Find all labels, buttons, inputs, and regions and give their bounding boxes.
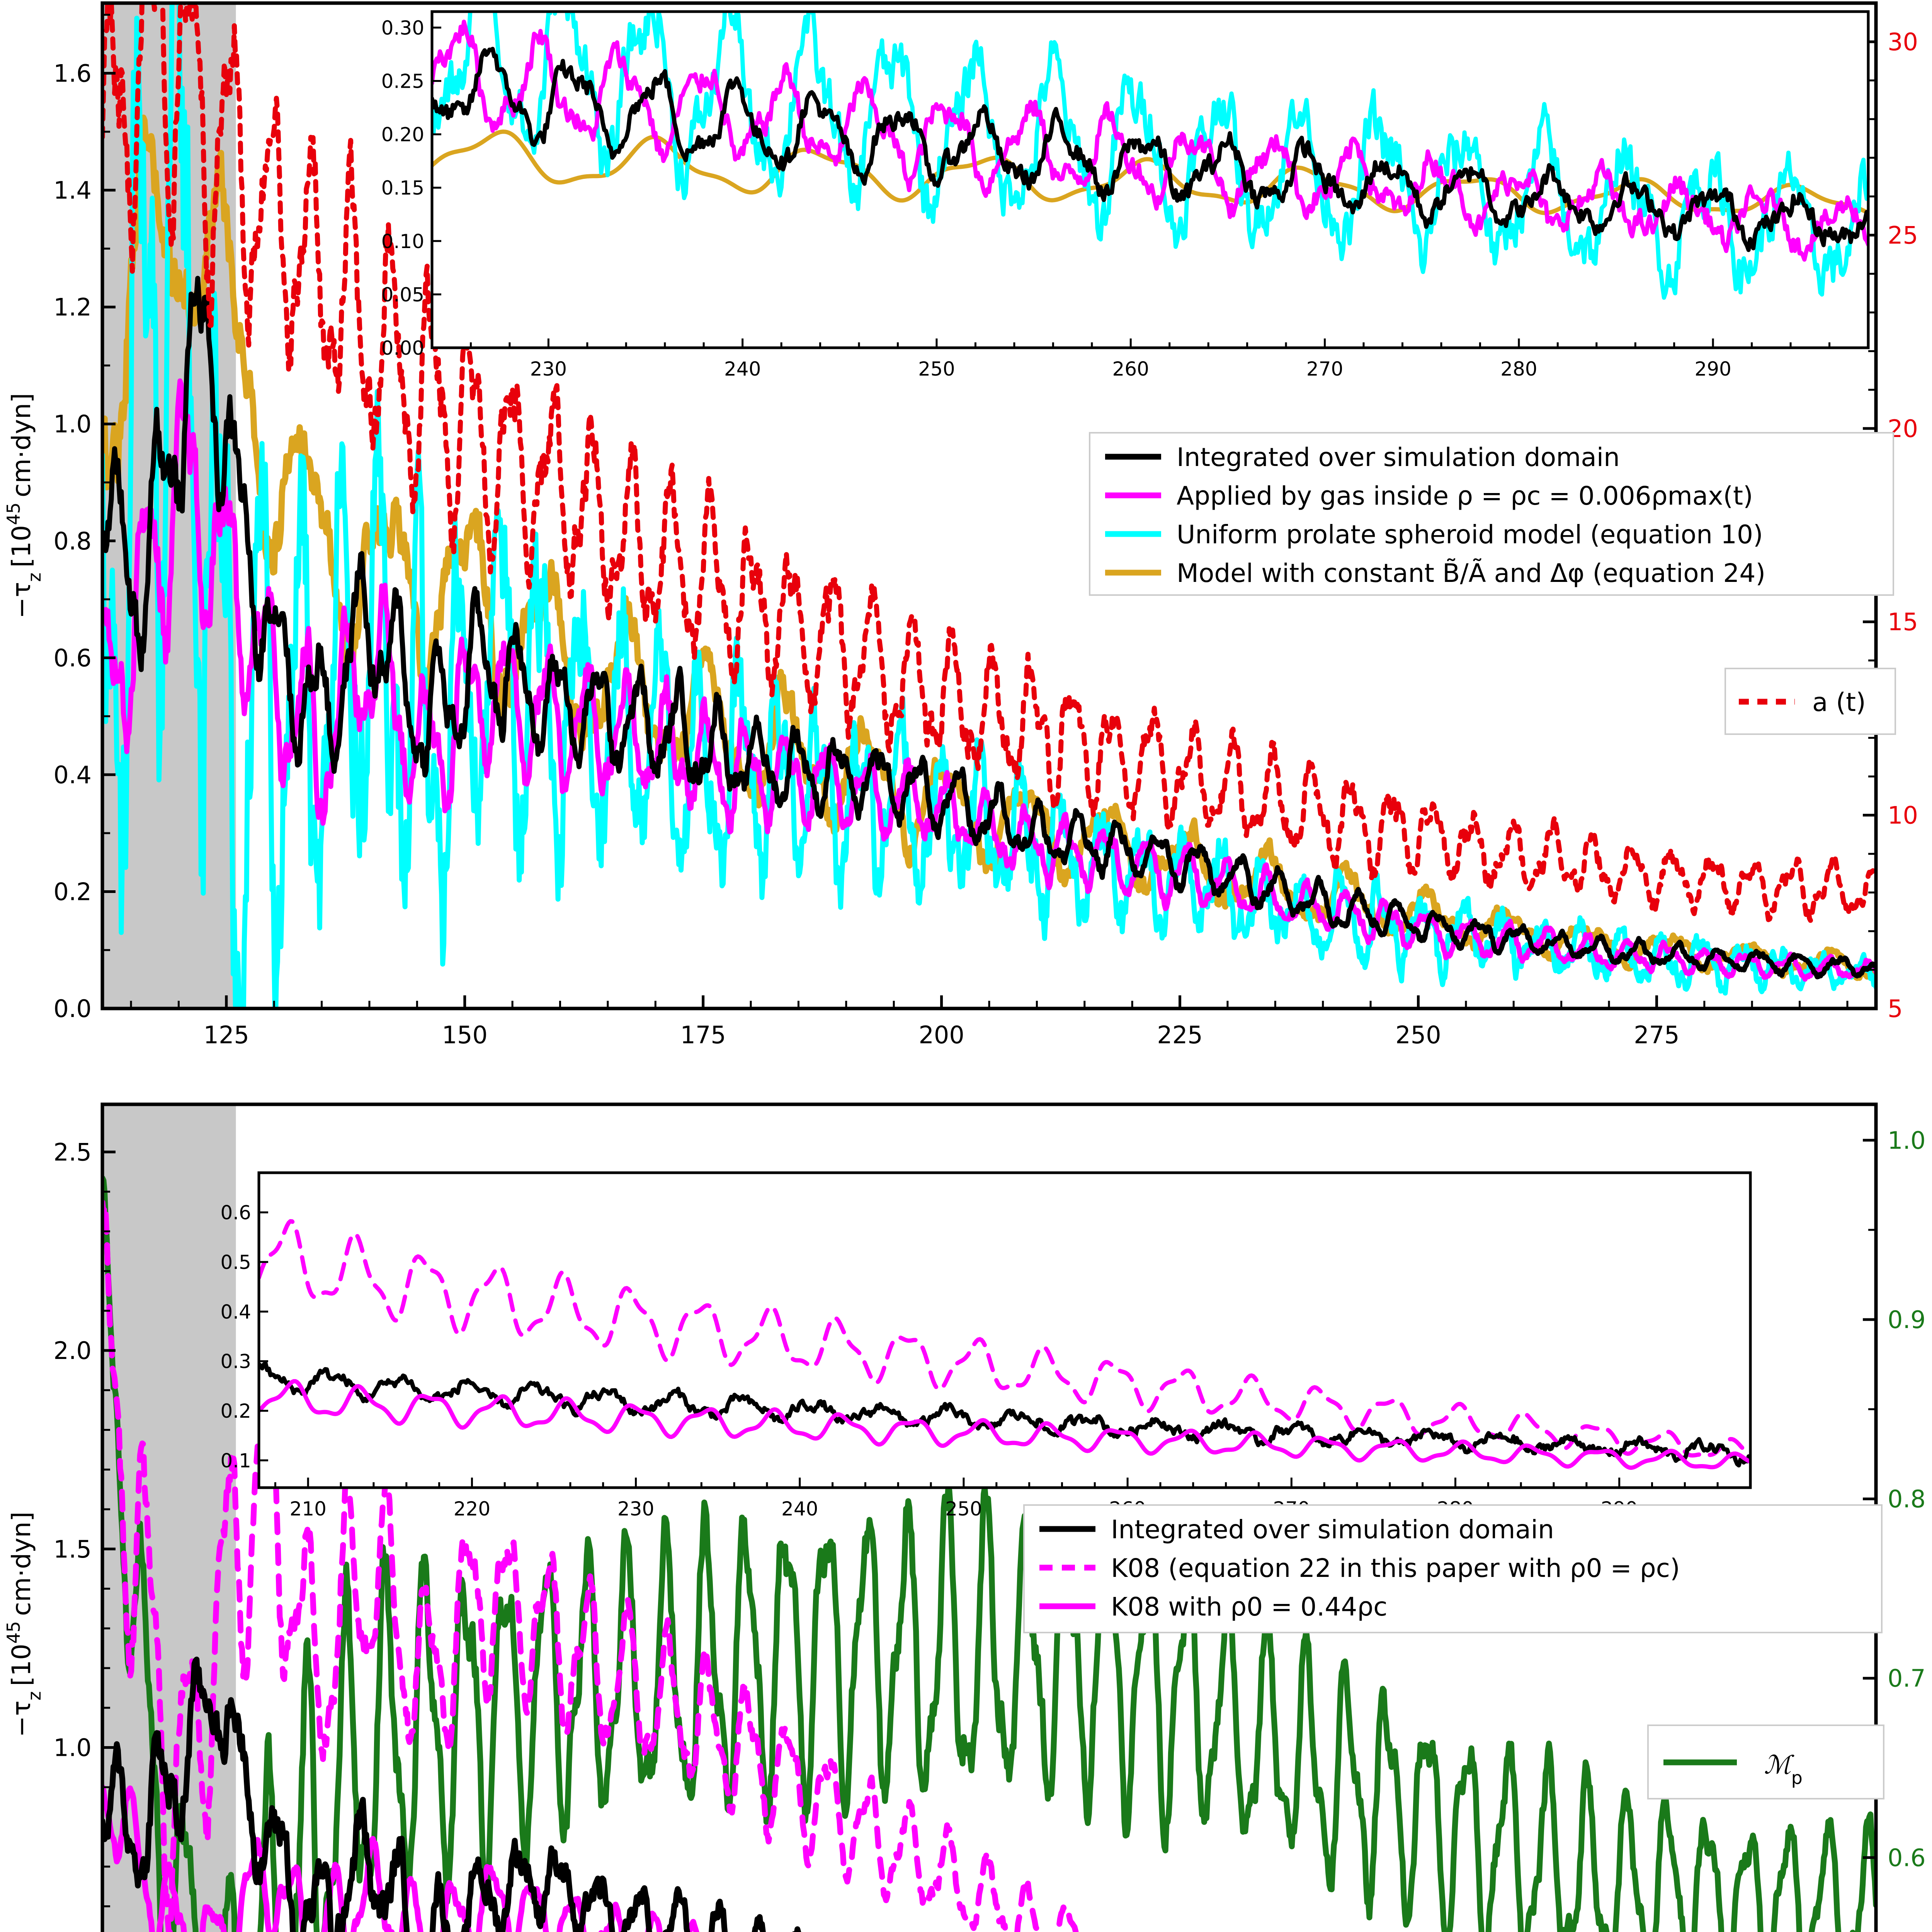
svg-text:175: 175 (680, 1021, 726, 1049)
svg-text:0.8: 0.8 (1888, 1485, 1926, 1513)
inset-frame (430, 10, 1870, 349)
svg-text:220: 220 (454, 1498, 490, 1520)
svg-text:0.0: 0.0 (53, 995, 92, 1023)
svg-text:290: 290 (1694, 358, 1731, 380)
svg-text:0.10: 0.10 (381, 230, 424, 253)
svg-text:0.4: 0.4 (220, 1301, 251, 1323)
curve-integrated-over-simulation-domain (102, 1656, 801, 1932)
svg-text:1.0: 1.0 (1888, 1126, 1926, 1155)
svg-text:240: 240 (781, 1498, 818, 1520)
svg-text:−τz [1045 cm·dyn]: −τz [1045 cm·dyn] (3, 393, 45, 619)
legend-label-0: Integrated over simulation domain (1177, 442, 1620, 472)
svg-text:125: 125 (204, 1021, 249, 1049)
svg-text:230: 230 (617, 1498, 654, 1520)
svg-text:260: 260 (1112, 358, 1149, 380)
inset-curve-magenta (432, 19, 1868, 262)
legend-label-2: K08 with ρ0 = 0.44ρc (1111, 1592, 1388, 1622)
svg-text:1.0: 1.0 (53, 1734, 92, 1762)
y-axis-label-left: −τz [1045 cm·dyn] (3, 1512, 45, 1737)
svg-text:0.9: 0.9 (1888, 1306, 1926, 1334)
svg-text:1.6: 1.6 (53, 60, 92, 88)
svg-text:0.2: 0.2 (220, 1400, 251, 1422)
legend-label-2: Uniform prolate spheroid model (equation… (1177, 520, 1763, 549)
svg-text:0.6: 0.6 (1888, 1844, 1926, 1872)
svg-text:2.0: 2.0 (53, 1337, 92, 1365)
svg-text:0.7: 0.7 (1888, 1664, 1926, 1692)
svg-text:270: 270 (1306, 358, 1343, 380)
svg-text:15: 15 (1888, 608, 1918, 636)
svg-text:0.5: 0.5 (220, 1251, 251, 1274)
svg-text:5: 5 (1888, 995, 1903, 1023)
legend-label-1: Applied by gas inside ρ = ρc = 0.006ρmax… (1177, 481, 1753, 511)
svg-text:1.0: 1.0 (53, 410, 92, 438)
svg-text:0.8: 0.8 (53, 527, 92, 555)
svg-text:250: 250 (945, 1498, 982, 1520)
inset-bg (432, 12, 1868, 348)
svg-text:150: 150 (442, 1021, 488, 1049)
svg-text:250: 250 (918, 358, 955, 380)
legend-label-1: K08 (equation 22 in this paper with ρ0 =… (1111, 1553, 1680, 1583)
curve-m-p (102, 1175, 1876, 1932)
svg-text:280: 280 (1500, 358, 1537, 380)
svg-text:2.5: 2.5 (53, 1138, 92, 1166)
svg-text:1.5: 1.5 (53, 1535, 92, 1563)
svg-text:−τz [1045 cm·dyn]: −τz [1045 cm·dyn] (3, 1512, 45, 1737)
legend-label-0: Integrated over simulation domain (1111, 1515, 1554, 1544)
svg-text:0.4: 0.4 (53, 761, 92, 789)
legend-box-at (1725, 668, 1896, 735)
curve-e8000b (102, 3, 1876, 923)
bottom-panel-svg: 0.51.01.52.02.50.50.60.70.80.91.01251501… (3, 1102, 1926, 1932)
svg-text:240: 240 (724, 358, 761, 380)
svg-text:30: 30 (1888, 28, 1918, 56)
inset-frame (257, 1171, 1752, 1489)
curve-000000 (102, 276, 1876, 980)
legend-label-mp: ℳp (1764, 1750, 1803, 1788)
svg-text:0.30: 0.30 (381, 17, 424, 39)
svg-text:0.00: 0.00 (381, 337, 424, 359)
svg-text:225: 225 (1157, 1021, 1202, 1049)
svg-text:0.15: 0.15 (381, 177, 424, 199)
svg-text:250: 250 (1395, 1021, 1441, 1049)
svg-text:0.2: 0.2 (53, 878, 92, 906)
svg-text:230: 230 (530, 358, 567, 380)
svg-text:0.6: 0.6 (53, 644, 92, 672)
legend-box (1023, 1504, 1883, 1633)
svg-text:210: 210 (290, 1498, 327, 1520)
top-panel-svg: 0.00.20.40.60.81.01.21.41.65101520253012… (3, 1, 1918, 1049)
svg-text:0.25: 0.25 (381, 70, 424, 93)
y-axis-label-left: −τz [1045 cm·dyn] (3, 393, 45, 619)
svg-text:25: 25 (1888, 221, 1918, 249)
inset-bg (259, 1173, 1750, 1488)
svg-text:1.2: 1.2 (53, 293, 92, 321)
legend-label-3: Model with constant B̃/Ã and Δφ (equatio… (1177, 558, 1765, 588)
inset-curve-magenta (259, 1379, 1750, 1470)
svg-text:0.6: 0.6 (220, 1202, 251, 1224)
inset-curve-black (259, 1361, 1750, 1468)
svg-text:0.1: 0.1 (220, 1449, 251, 1472)
svg-text:0.20: 0.20 (381, 124, 424, 146)
curve-k08-equation-22-in-this-paper-with-rho-0-rho-c- (102, 1199, 1079, 1932)
svg-text:0.3: 0.3 (220, 1350, 251, 1373)
svg-text:10: 10 (1888, 801, 1918, 830)
bottom-panel: 0.51.01.52.02.50.50.60.70.80.91.01251501… (0, 1101, 1932, 1932)
legend-label-at: a (t) (1812, 687, 1866, 717)
top-panel: 0.0 0.2 0.4 0.6 0.8 1.0 1.2 1.4 1.6 5 10 15 20 25 30 12… (3, 1, 1918, 1049)
svg-text:0.05: 0.05 (381, 284, 424, 306)
curve-ff00ff (102, 378, 1876, 982)
svg-text:1.4: 1.4 (53, 176, 92, 204)
svg-text:275: 275 (1634, 1021, 1679, 1049)
legend-box (1089, 432, 1894, 596)
svg-text:200: 200 (918, 1021, 964, 1049)
inset-curve-black (432, 47, 1868, 252)
curve-00ffff (102, 3, 1876, 1009)
